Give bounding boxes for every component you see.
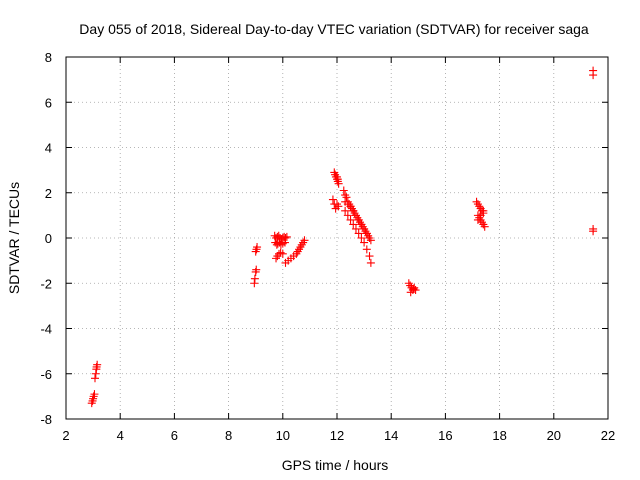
data-point [349, 206, 358, 215]
data-point [360, 224, 369, 233]
data-point [362, 229, 371, 238]
data-point [278, 249, 287, 258]
y-tick-label: -6 [40, 367, 52, 382]
data-point [341, 206, 350, 215]
grid-lines [66, 57, 608, 419]
y-tick-label: -4 [40, 322, 52, 337]
plot-frame [65, 56, 609, 420]
data-point [589, 71, 598, 80]
axis-ticks: 2 4 6 8 10 12 14 16 18 20 22 -8 -6 -4 -2 0 2 4 6 8 [40, 50, 615, 443]
data-point [357, 234, 366, 242]
data-point [250, 274, 259, 283]
y-tick-label: 2 [45, 186, 52, 201]
x-axis-label: GPS time / hours [282, 457, 389, 473]
x-tick-label: 8 [225, 428, 232, 443]
x-tick-label: 18 [492, 428, 506, 443]
data-point [282, 232, 291, 241]
x-tick-label: 10 [276, 428, 290, 443]
data-point [253, 243, 262, 252]
y-tick-label: 0 [45, 231, 52, 246]
y-tick-label: 6 [45, 95, 52, 110]
y-tick-label: 4 [45, 141, 52, 156]
data-point [366, 258, 375, 267]
data-point [342, 193, 351, 202]
data-point [351, 224, 360, 233]
x-tick-label: 16 [438, 428, 452, 443]
data-point [346, 215, 355, 224]
data-point [365, 252, 374, 261]
x-tick-label: 22 [601, 428, 615, 443]
data-point [366, 236, 375, 245]
x-tick-label: 14 [384, 428, 398, 443]
data-point [334, 179, 343, 188]
x-tick-label: 12 [330, 428, 344, 443]
y-axis-label: SDTVAR / TECUs [6, 182, 22, 294]
data-point [90, 390, 99, 399]
data-point [251, 247, 260, 256]
data-point [334, 202, 343, 211]
data-point [333, 175, 342, 184]
data-point [93, 360, 102, 369]
data-point [280, 238, 289, 247]
data-point [480, 222, 489, 231]
data-point [339, 186, 348, 195]
data-point [349, 220, 358, 229]
data-point [354, 215, 363, 224]
data-point [473, 215, 482, 224]
chart-title: Day 055 of 2018, Sidereal Day-to-day VTE… [79, 21, 589, 37]
data-point [476, 211, 485, 220]
data-point [357, 220, 366, 229]
data-points [87, 66, 598, 408]
y-tick-label: -8 [40, 412, 52, 427]
x-tick-label: 6 [171, 428, 178, 443]
data-point [351, 211, 360, 220]
x-tick-label: 20 [547, 428, 561, 443]
data-point [343, 211, 352, 220]
data-point [300, 236, 309, 245]
data-point [362, 245, 371, 254]
x-tick-label: 2 [62, 428, 69, 443]
data-point [360, 238, 369, 247]
data-point [90, 374, 99, 383]
data-point [252, 265, 261, 274]
data-point [589, 227, 598, 236]
data-point [354, 229, 363, 238]
data-point [328, 195, 337, 204]
y-tick-label: 8 [45, 50, 52, 65]
y-tick-label: -2 [40, 276, 52, 291]
x-tick-label: 4 [117, 428, 124, 443]
data-point [276, 240, 285, 249]
data-point [479, 206, 488, 215]
data-point [409, 284, 418, 293]
data-point [346, 202, 355, 211]
